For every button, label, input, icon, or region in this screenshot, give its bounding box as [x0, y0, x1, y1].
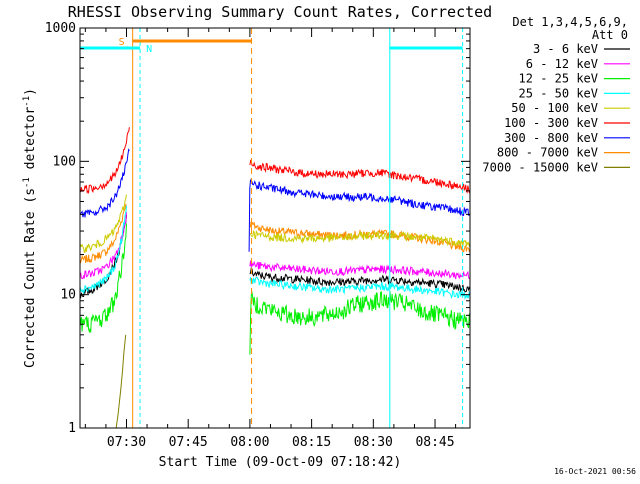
- x-tick-label: 08:30: [354, 435, 393, 450]
- legend-label: 25 - 50 keV: [519, 86, 598, 100]
- series-line-12-25keV-seg1: [249, 291, 471, 355]
- chart-title: RHESSI Observing Summary Count Rates, Co…: [68, 3, 492, 21]
- x-tick-label: 08:00: [230, 435, 269, 450]
- y-tick-label: 1: [68, 421, 76, 436]
- series-line-50-100keV-seg0: [79, 194, 127, 254]
- legend-label: 3 - 6 keV: [533, 42, 598, 56]
- legend-header-2: Att 0: [592, 28, 628, 42]
- series-line-3-6keV-seg1: [249, 267, 471, 293]
- legend-label: 100 - 300 keV: [504, 116, 598, 130]
- plot-frame: [79, 27, 471, 429]
- series-line-25-50keV-seg0: [79, 205, 127, 295]
- y-tick-label: 10: [60, 288, 76, 303]
- y-axis-label-sup2: -1: [22, 96, 32, 107]
- series-line-300-800keV-seg1: [248, 178, 471, 252]
- timestamp: 16-Oct-2021 00:56: [554, 467, 636, 476]
- saa-label: S: [119, 37, 125, 48]
- x-tick-label: 08:45: [415, 435, 454, 450]
- y-tick-label: 100: [53, 154, 76, 169]
- y-axis-label-mid: detector: [23, 107, 38, 178]
- x-tick-label: 07:45: [169, 435, 208, 450]
- series-line-25-50keV-seg1: [249, 277, 471, 300]
- series-line-7000-15000keV-seg0: [115, 334, 127, 429]
- legend-label: 7000 - 15000 keV: [482, 160, 598, 174]
- series-line-800-7000keV-seg1: [249, 221, 471, 253]
- legend-label: 800 - 7000 keV: [497, 146, 598, 160]
- x-tick-label: 07:30: [107, 435, 146, 450]
- night-label: N: [146, 44, 152, 55]
- y-axis-label: Corrected Count Rate (s-1 detector-1): [22, 88, 38, 368]
- x-tick-label: 08:15: [292, 435, 331, 450]
- legend-label: 50 - 100 keV: [511, 101, 598, 115]
- legend-label: 12 - 25 keV: [519, 72, 598, 86]
- series-line-12-25keV-seg0: [79, 223, 127, 334]
- series-line-50-100keV-seg1: [249, 229, 471, 247]
- legend-header: Det 1,3,4,5,6,9,: [512, 15, 628, 29]
- y-axis-label-sup1: -1: [22, 177, 32, 188]
- series-line-800-7000keV-seg0: [79, 203, 127, 264]
- y-tick-label: 1000: [45, 21, 76, 36]
- legend-label: 300 - 800 keV: [504, 131, 598, 145]
- x-axis-label: Start Time (09-Oct-09 07:18:42): [159, 455, 402, 470]
- y-axis-label-end: ): [23, 88, 38, 96]
- series-line-100-300keV-seg1: [249, 159, 471, 194]
- y-axis-label-main: Corrected Count Rate (s: [23, 188, 38, 368]
- series-line-100-300keV-seg0: [79, 127, 130, 195]
- series-line-300-800keV-seg0: [79, 148, 130, 218]
- series-line-6-12keV-seg1: [249, 260, 471, 280]
- series-line-6-12keV-seg0: [79, 212, 127, 280]
- legend-label: 6 - 12 keV: [526, 57, 598, 71]
